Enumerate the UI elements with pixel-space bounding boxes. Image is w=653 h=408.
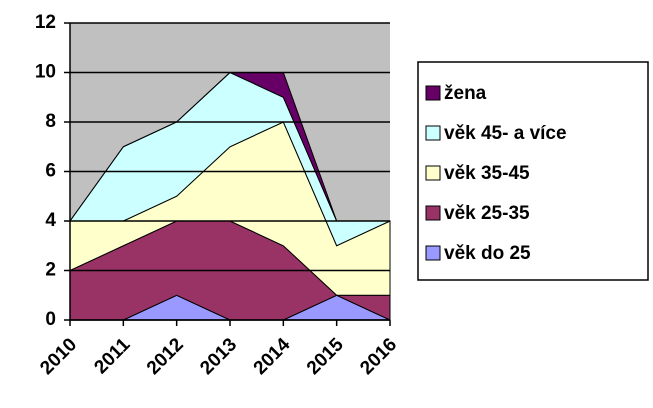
y-tick-label: 4 [45, 210, 56, 231]
y-tick-label: 6 [45, 161, 56, 182]
y-tick-label: 10 [35, 62, 56, 83]
legend-swatch [425, 85, 441, 101]
x-tick-label: 2011 [90, 334, 134, 378]
legend-label: věk 25-35 [444, 203, 530, 224]
legend-label: věk 35-45 [444, 163, 530, 184]
y-tick-label: 12 [35, 12, 56, 33]
x-tick-label: 2013 [196, 334, 241, 379]
x-tick-label: 2014 [250, 334, 295, 379]
legend-label: žena [444, 83, 487, 104]
legend-swatch [425, 205, 441, 221]
x-tick-label: 2016 [356, 334, 401, 379]
x-tick-label: 2015 [303, 334, 348, 379]
y-tick-label: 2 [45, 260, 56, 281]
y-tick-label: 0 [45, 309, 56, 330]
y-tick-label: 8 [45, 111, 56, 132]
legend-label: věk do 25 [444, 243, 531, 264]
legend-swatch [425, 125, 441, 141]
legend-swatch [425, 165, 441, 181]
legend-swatch [425, 245, 441, 261]
legend-box [417, 61, 649, 281]
legend-label: věk 45- a více [444, 123, 567, 144]
legend: věk do 25 věk 25-35 věk 35-45 věk 45- a víc… [417, 61, 649, 281]
x-tick-label: 2012 [143, 334, 188, 379]
x-tick-label: 2010 [36, 334, 81, 379]
